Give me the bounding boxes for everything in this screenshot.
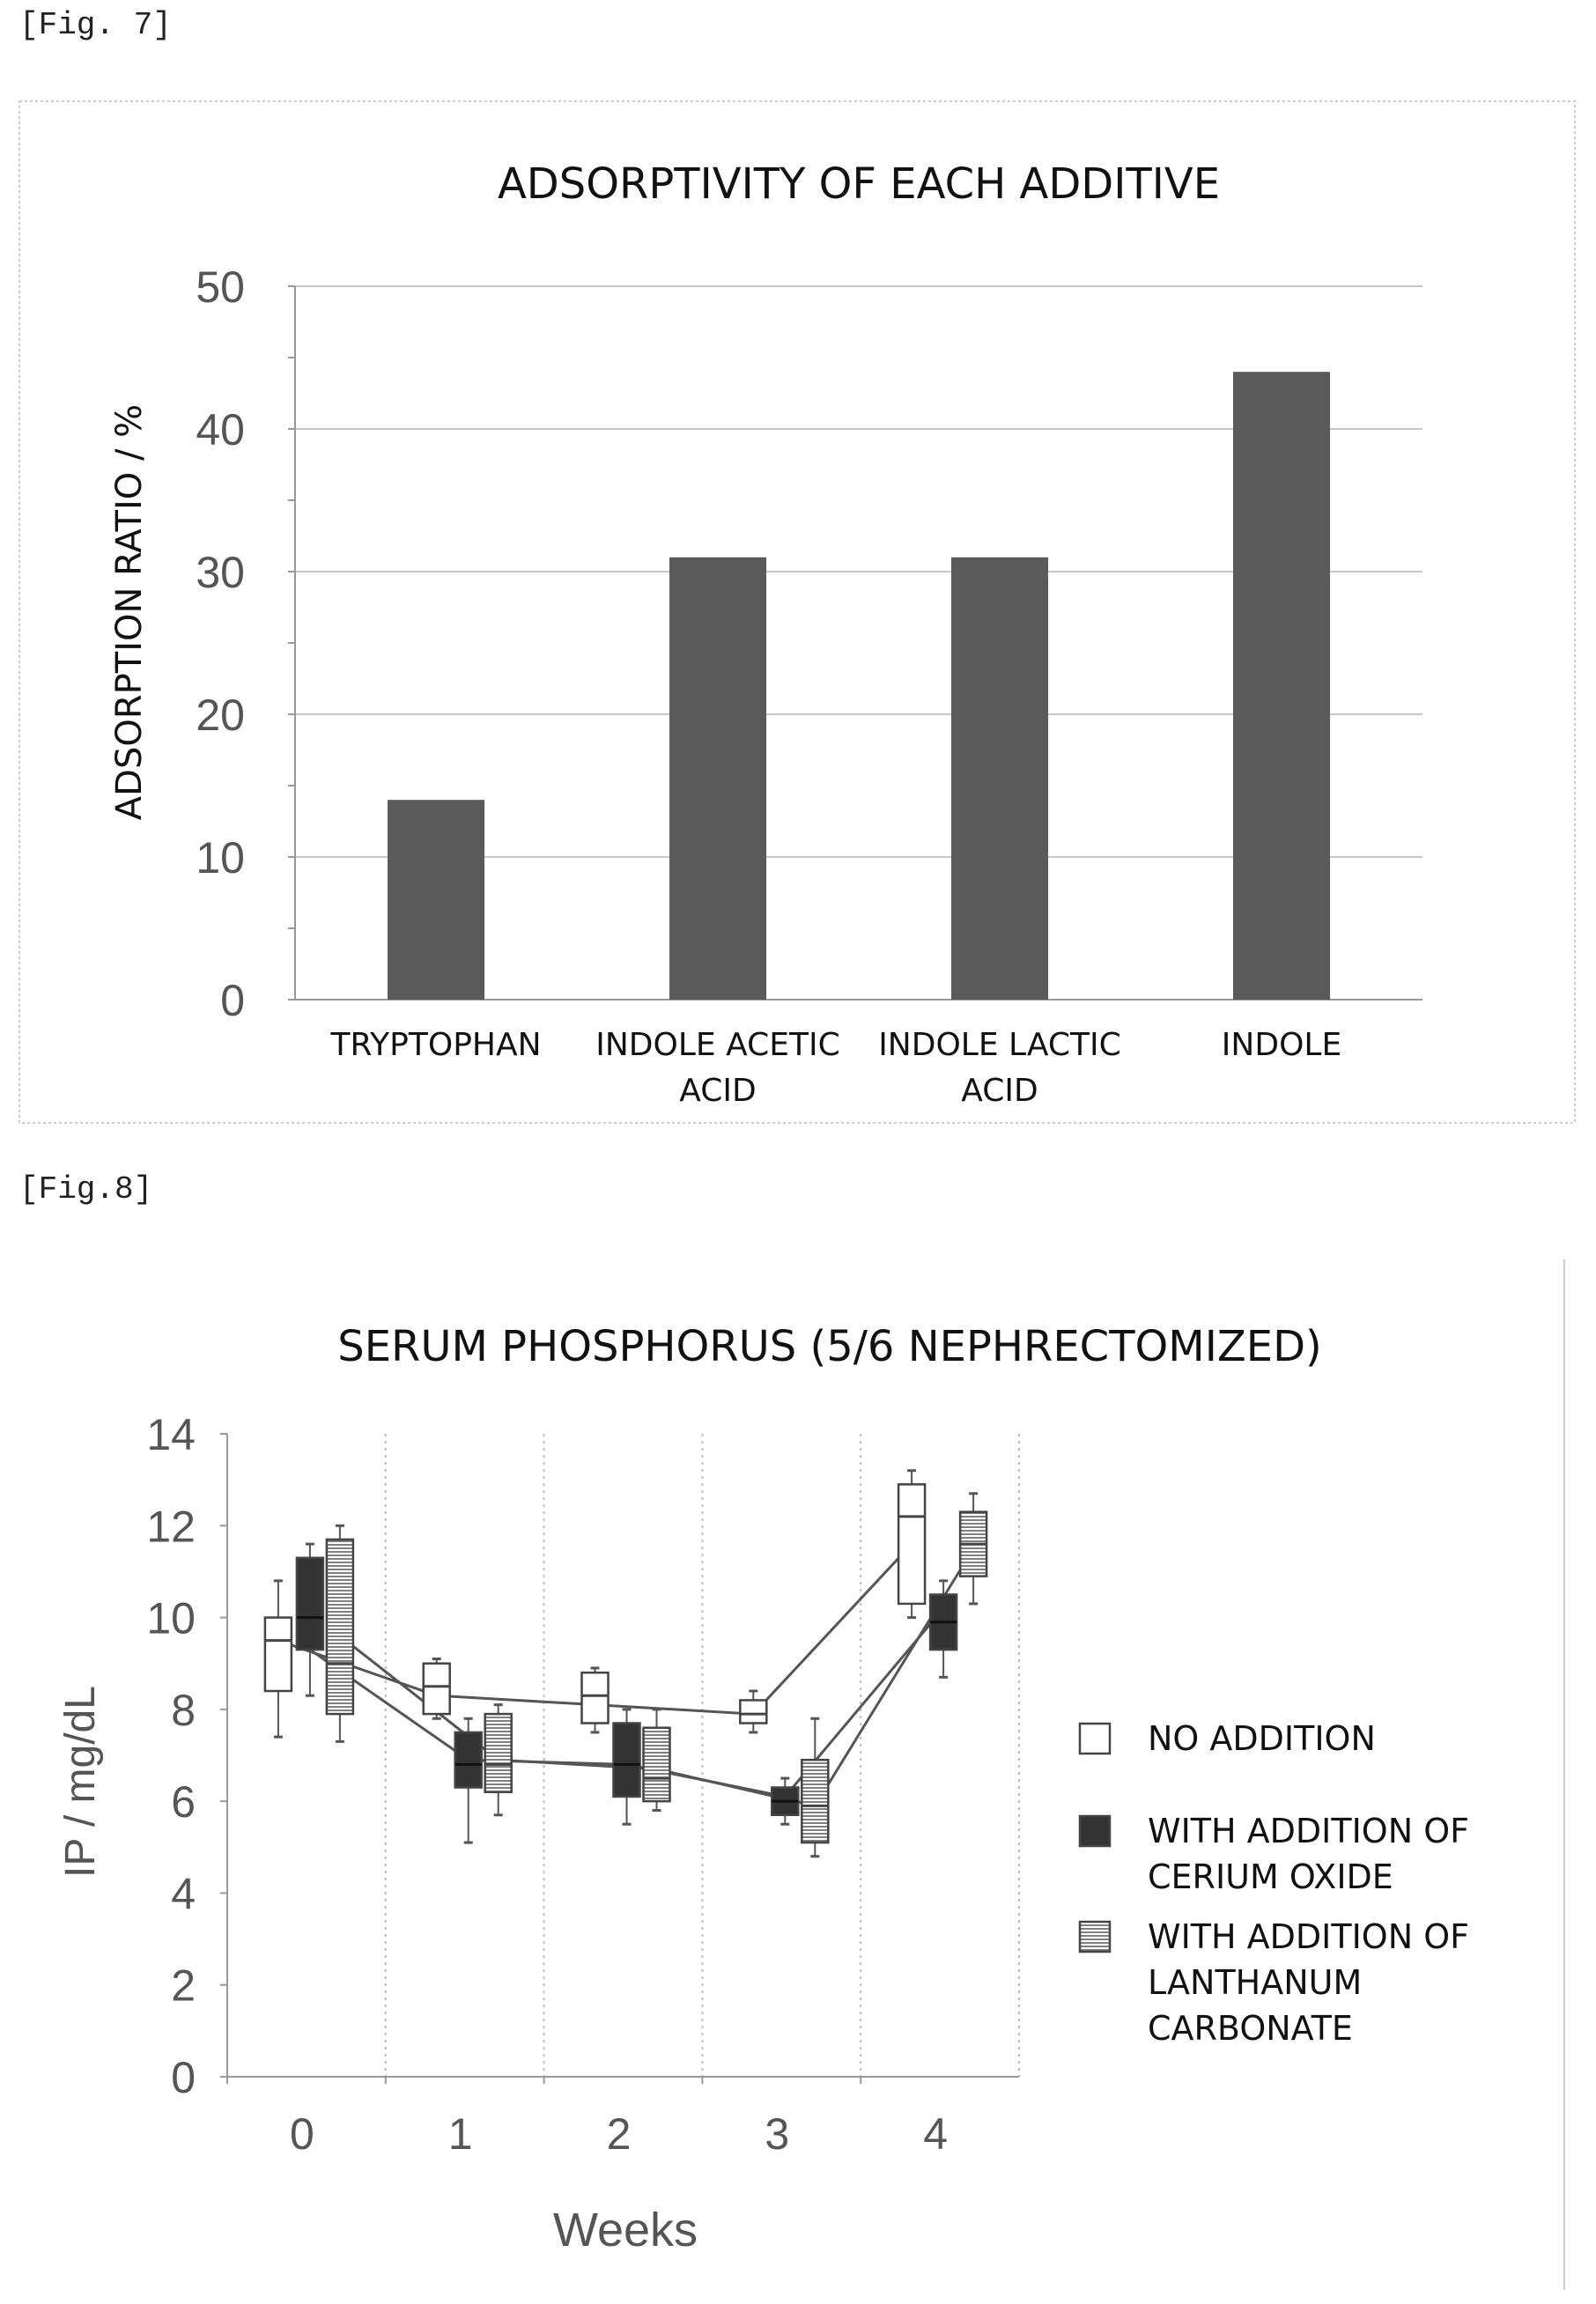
- box-plot: [612, 1708, 641, 1826]
- legend-label: LANTHANUM: [1148, 1963, 1362, 2002]
- box: [580, 1671, 610, 1724]
- x-category-label: INDOLE: [1222, 1027, 1341, 1063]
- x-tick-label: 1: [448, 2109, 473, 2159]
- box: [484, 1712, 513, 1793]
- y-axis-label: IP / mg/dL: [57, 1686, 104, 1878]
- bar: [1233, 372, 1330, 1000]
- box: [422, 1662, 451, 1716]
- serum-phosphorus-box-chart: SERUM PHOSPHORUS (5/6 NEPHRECTOMIZED) 0 2 4…: [57, 1259, 1565, 2290]
- x-tick-label: 3: [765, 2109, 789, 2159]
- y-tick-label: 20: [196, 690, 245, 740]
- box-plot: [580, 1666, 610, 1734]
- y-tick-label: 10: [196, 833, 245, 882]
- legend-label: WITH ADDITION OF: [1148, 1812, 1469, 1850]
- box: [295, 1556, 325, 1651]
- figure-7-label: [Fig. 7]: [19, 7, 172, 43]
- x-tick-label: 2: [607, 2109, 632, 2159]
- x-tick-label: 0: [290, 2109, 314, 2159]
- legend-label: CERIUM OXIDE: [1148, 1857, 1393, 1896]
- legend-label: CARBONATE: [1148, 2009, 1353, 2048]
- y-tick-label: 0: [220, 976, 245, 1025]
- box: [897, 1483, 927, 1606]
- box-plot: [771, 1776, 800, 1826]
- y-tick-label: 30: [196, 548, 245, 597]
- y-tick-label: 8: [171, 1686, 196, 1735]
- adsorptivity-bar-chart: ADSORPTIVITY OF EACH ADDITIVE 0 10 20 30 40 50…: [18, 100, 1576, 1124]
- x-tick-label: 4: [923, 2109, 948, 2159]
- box-plot: [422, 1658, 451, 1720]
- chart-frame: [18, 100, 1576, 1124]
- figure-8-label: [Fig.8]: [19, 1171, 153, 1207]
- y-tick-label: 4: [171, 1869, 196, 1918]
- y-tick-label: 14: [146, 1410, 196, 1459]
- x-category-label: TRYPTOPHAN: [329, 1027, 541, 1063]
- box-plot: [801, 1717, 830, 1858]
- y-tick-label: 6: [171, 1777, 196, 1827]
- box-plot: [325, 1524, 355, 1743]
- legend-label: WITH ADDITION OF: [1148, 1917, 1469, 1956]
- legend-label: NO ADDITION: [1148, 1719, 1376, 1758]
- box: [739, 1699, 768, 1724]
- x-axis-label: Weeks: [553, 2204, 698, 2256]
- y-tick-label: 2: [171, 1961, 196, 2011]
- box-plot: [484, 1703, 513, 1817]
- box-plot: [739, 1689, 768, 1734]
- box: [612, 1722, 641, 1798]
- y-tick-label: 50: [196, 262, 245, 312]
- box-plot: [454, 1717, 483, 1844]
- box: [263, 1616, 293, 1693]
- y-tick-label: 12: [146, 1502, 196, 1551]
- bar: [669, 557, 766, 1000]
- box-plot: [897, 1469, 927, 1620]
- chart-title: SERUM PHOSPHORUS (5/6 NEPHRECTOMIZED): [337, 1322, 1322, 1371]
- chart-title: ADSORPTIVITY OF EACH ADDITIVE: [498, 159, 1220, 209]
- y-axis-label: ADSORPTION RATIO / %: [109, 404, 150, 820]
- y-tick-label: 10: [146, 1594, 196, 1643]
- box-plot: [263, 1579, 293, 1739]
- box: [642, 1726, 671, 1803]
- x-category-label: INDOLE LACTIC: [878, 1027, 1121, 1063]
- bar: [951, 557, 1048, 1000]
- bar: [388, 800, 484, 1000]
- legend-swatch: [1078, 1722, 1112, 1755]
- box: [801, 1758, 830, 1844]
- box-plot: [642, 1708, 671, 1813]
- y-tick-label: 0: [171, 2053, 196, 2102]
- x-category-label: INDOLE ACETIC: [595, 1027, 839, 1063]
- box: [325, 1538, 355, 1716]
- y-tick-label: 40: [196, 405, 245, 454]
- x-category-label: ACID: [679, 1073, 756, 1109]
- box: [454, 1731, 483, 1789]
- box-plot: [295, 1542, 325, 1697]
- legend-swatch: [1078, 1920, 1112, 1953]
- x-category-label: ACID: [961, 1073, 1038, 1109]
- box-plot: [958, 1492, 988, 1606]
- legend-swatch: [1078, 1814, 1112, 1848]
- box-plot: [928, 1579, 958, 1679]
